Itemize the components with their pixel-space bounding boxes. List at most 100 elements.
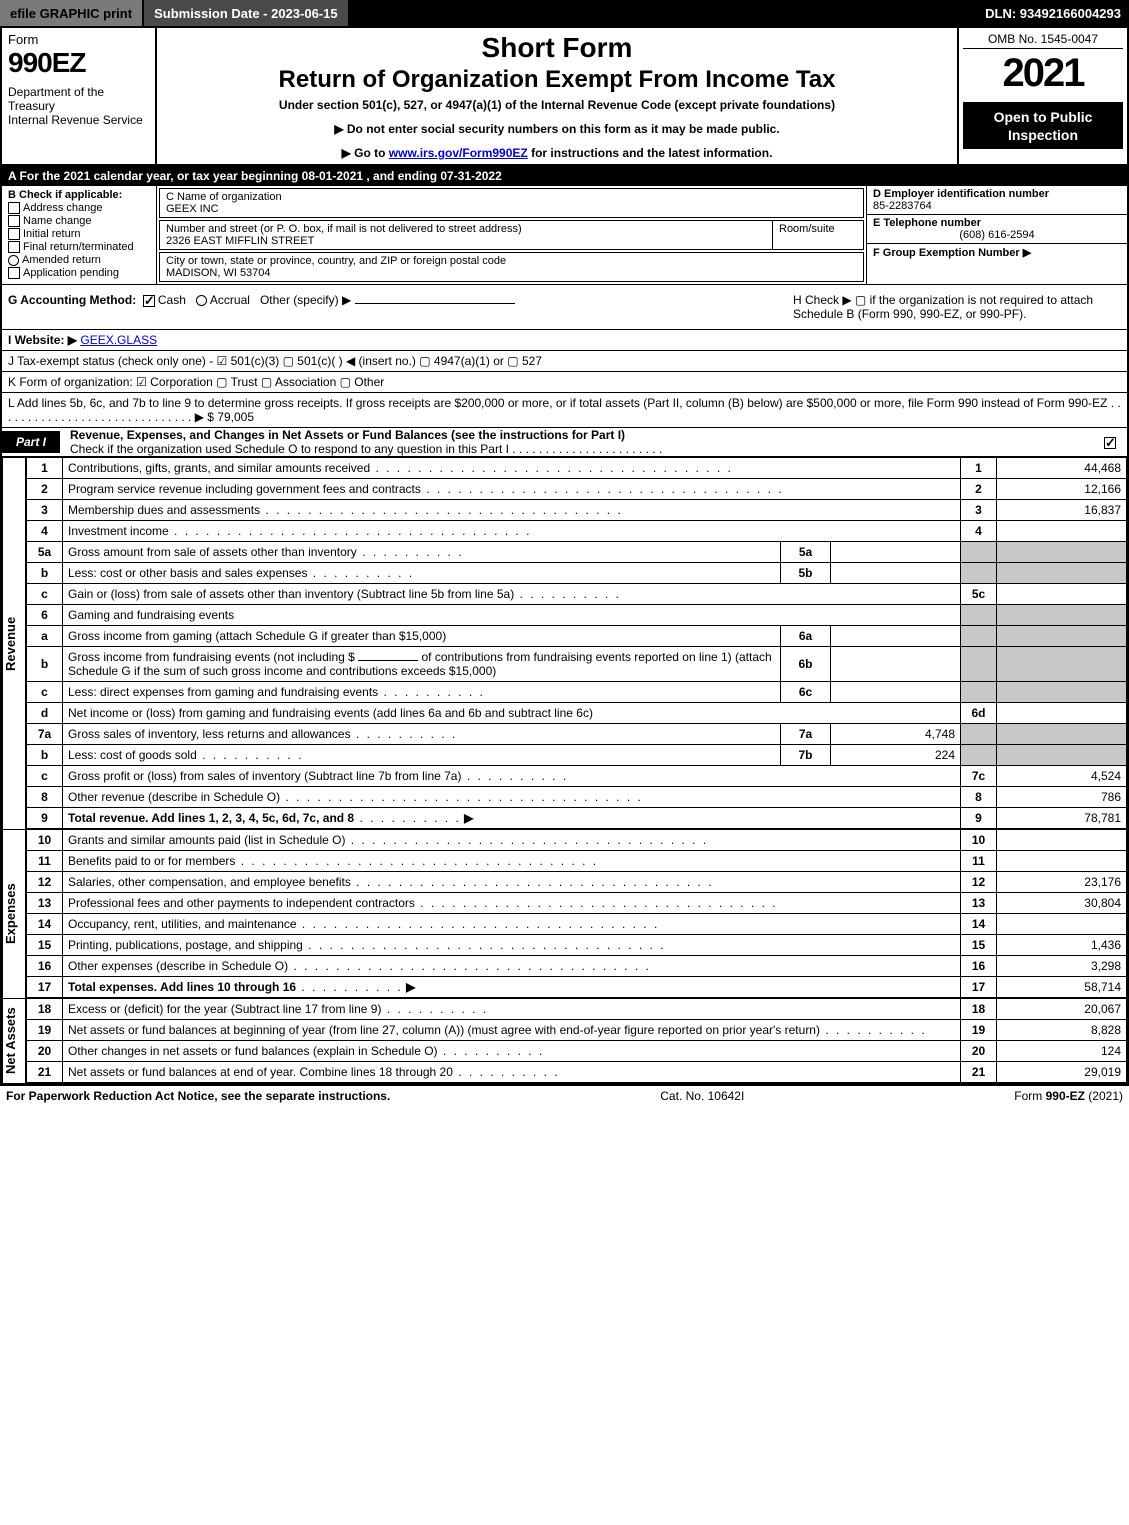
box-c-name-label: C Name of organization xyxy=(166,191,857,203)
line-3-desc: Membership dues and assessments xyxy=(68,503,623,517)
short-form-title: Short Form xyxy=(163,32,951,64)
line-5b: b Less: cost or other basis and sales ex… xyxy=(27,563,1127,584)
efile-print-button[interactable]: efile GRAPHIC print xyxy=(0,0,144,26)
line-14-num: 14 xyxy=(961,914,997,935)
expenses-section: Expenses 10 Grants and similar amounts p… xyxy=(2,829,1127,998)
revenue-table: 1 Contributions, gifts, grants, and simi… xyxy=(26,457,1127,829)
line-10-desc: Grants and similar amounts paid (list in… xyxy=(68,833,708,847)
line-19-desc: Net assets or fund balances at beginning… xyxy=(68,1023,927,1037)
line-5a-subval xyxy=(831,542,961,563)
line-9: 9 Total revenue. Add lines 1, 2, 3, 4, 5… xyxy=(27,808,1127,829)
omb-number: OMB No. 1545-0047 xyxy=(963,30,1123,49)
line-4: 4 Investment income 4 xyxy=(27,521,1127,542)
line-2-val: 12,166 xyxy=(997,479,1127,500)
line-4-val xyxy=(997,521,1127,542)
check-final-return[interactable]: Final return/terminated xyxy=(8,241,150,253)
opt-name-change: Name change xyxy=(23,215,92,227)
irs-link[interactable]: www.irs.gov/Form990EZ xyxy=(389,146,528,160)
opt-accrual: Accrual xyxy=(210,293,250,307)
row-k: K Form of organization: ☑ Corporation ▢ … xyxy=(2,372,1127,393)
subtitle: Under section 501(c), 527, or 4947(a)(1)… xyxy=(163,98,951,112)
line-11-desc: Benefits paid to or for members xyxy=(68,854,598,868)
line-9-desc: Total revenue. Add lines 1, 2, 3, 4, 5c,… xyxy=(68,811,354,825)
line-3-val: 16,837 xyxy=(997,500,1127,521)
main-title: Return of Organization Exempt From Incom… xyxy=(163,66,951,94)
ein-value: 85-2283764 xyxy=(873,200,1121,212)
line-6b-sub: 6b xyxy=(781,647,831,682)
line-7a-subval: 4,748 xyxy=(831,724,961,745)
ein-label: D Employer identification number xyxy=(873,188,1121,200)
line-7b-desc: Less: cost of goods sold xyxy=(68,748,303,762)
form-word: Form xyxy=(8,32,149,47)
part-1-check-line: Check if the organization used Schedule … xyxy=(70,442,1104,456)
part-1-checkbox[interactable] xyxy=(1104,435,1119,449)
line-18-desc: Excess or (deficit) for the year (Subtra… xyxy=(68,1002,488,1016)
part-1-title: Revenue, Expenses, and Changes in Net As… xyxy=(70,428,1104,442)
check-application-pending[interactable]: Application pending xyxy=(8,267,150,279)
line-8-val: 786 xyxy=(997,787,1127,808)
line-6c-subval xyxy=(831,682,961,703)
check-initial-return[interactable]: Initial return xyxy=(8,228,150,240)
line-5b-desc: Less: cost or other basis and sales expe… xyxy=(68,566,414,580)
line-7a-sub: 7a xyxy=(781,724,831,745)
line-1-desc: Contributions, gifts, grants, and simila… xyxy=(68,461,733,475)
net-assets-table: 18 Excess or (deficit) for the year (Sub… xyxy=(26,998,1127,1083)
line-7b: b Less: cost of goods sold 7b 224 xyxy=(27,745,1127,766)
top-bar: efile GRAPHIC print Submission Date - 20… xyxy=(0,0,1129,26)
line-8-num: 8 xyxy=(961,787,997,808)
box-c-name: C Name of organization GEEX INC xyxy=(159,188,864,218)
line-6a-subval xyxy=(831,626,961,647)
city-state-zip: MADISON, WI 53704 xyxy=(166,267,857,279)
line-20: 20 Other changes in net assets or fund b… xyxy=(27,1041,1127,1062)
line-12-num: 12 xyxy=(961,872,997,893)
phone-label: E Telephone number xyxy=(873,217,1121,229)
box-e: E Telephone number (608) 616-2594 xyxy=(867,215,1127,244)
revenue-side-label: Revenue xyxy=(2,457,26,829)
boxes-b-through-f: B Check if applicable: Address change Na… xyxy=(2,186,1127,285)
check-name-change[interactable]: Name change xyxy=(8,215,150,227)
line-6a: a Gross income from gaming (attach Sched… xyxy=(27,626,1127,647)
line-15-desc: Printing, publications, postage, and shi… xyxy=(68,938,666,952)
line-21: 21 Net assets or fund balances at end of… xyxy=(27,1062,1127,1083)
form-ref-prefix: Form xyxy=(1014,1089,1045,1103)
form-ref-suffix: (2021) xyxy=(1085,1089,1123,1103)
line-17-num: 17 xyxy=(961,977,997,998)
line-12-val: 23,176 xyxy=(997,872,1127,893)
line-6c-sub: 6c xyxy=(781,682,831,703)
line-19: 19 Net assets or fund balances at beginn… xyxy=(27,1020,1127,1041)
line-12: 12 Salaries, other compensation, and emp… xyxy=(27,872,1127,893)
check-cash[interactable] xyxy=(143,295,155,307)
city-label: City or town, state or province, country… xyxy=(166,255,857,267)
dln-label: DLN: 93492166004293 xyxy=(977,0,1129,26)
group-exemption-label: F Group Exemption Number ▶ xyxy=(873,247,1031,259)
website-link[interactable]: GEEX.GLASS xyxy=(80,333,157,347)
box-b: B Check if applicable: Address change Na… xyxy=(2,186,157,284)
line-1: 1 Contributions, gifts, grants, and simi… xyxy=(27,458,1127,479)
check-address-change[interactable]: Address change xyxy=(8,202,150,214)
check-amended-return[interactable]: Amended return xyxy=(8,254,150,266)
box-f: F Group Exemption Number ▶ xyxy=(867,244,1127,261)
net-assets-side-label: Net Assets xyxy=(2,998,26,1083)
line-5b-sub: 5b xyxy=(781,563,831,584)
line-4-desc: Investment income xyxy=(68,524,531,538)
form-ref-bold: 990-EZ xyxy=(1046,1089,1085,1103)
line-21-desc: Net assets or fund balances at end of ye… xyxy=(68,1065,560,1079)
row-i: I Website: ▶ GEEX.GLASS xyxy=(2,330,1127,351)
goto-prefix: ▶ Go to xyxy=(342,146,389,160)
line-1-val: 44,468 xyxy=(997,458,1127,479)
other-specify-input[interactable] xyxy=(355,303,515,304)
check-accrual[interactable] xyxy=(196,295,207,306)
line-20-desc: Other changes in net assets or fund bala… xyxy=(68,1044,544,1058)
row-a-tax-year: A For the 2021 calendar year, or tax yea… xyxy=(2,166,1127,186)
topbar-spacer xyxy=(350,0,978,26)
line-2: 2 Program service revenue including gove… xyxy=(27,479,1127,500)
box-b-header: B Check if applicable: xyxy=(8,189,150,201)
opt-amended-return: Amended return xyxy=(22,254,101,266)
box-cde: C Name of organization GEEX INC Number a… xyxy=(157,186,1127,284)
line-6b-amount-input[interactable] xyxy=(358,660,418,661)
line-18-num: 18 xyxy=(961,999,997,1020)
line-6b-desc1: Gross income from fundraising events (no… xyxy=(68,650,355,664)
line-5a-sub: 5a xyxy=(781,542,831,563)
line-8-desc: Other revenue (describe in Schedule O) xyxy=(68,790,643,804)
line-7c: c Gross profit or (loss) from sales of i… xyxy=(27,766,1127,787)
